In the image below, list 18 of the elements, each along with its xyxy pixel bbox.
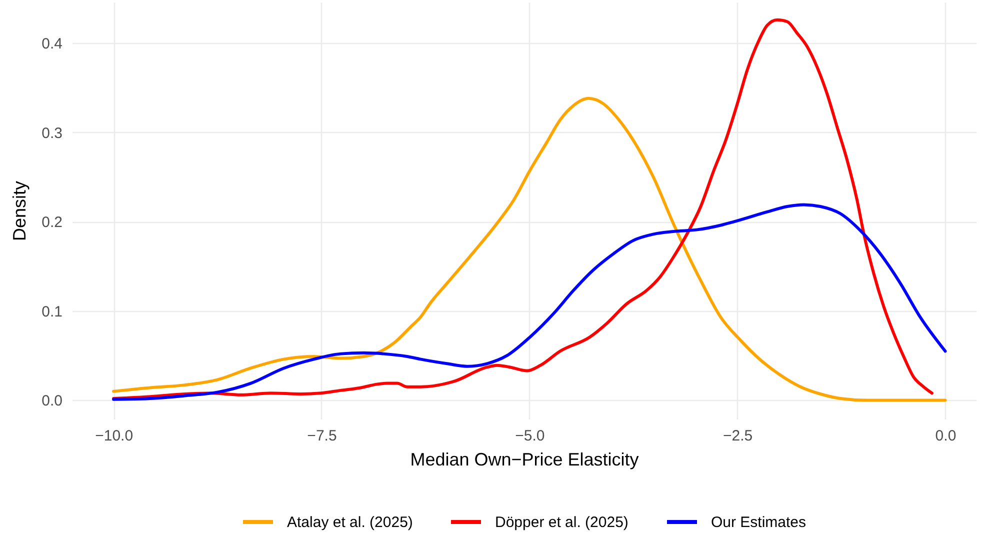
x-tick-label: −5.0	[515, 428, 545, 444]
legend-label: Our Estimates	[711, 514, 806, 531]
y-tick-label: 0.4	[42, 36, 62, 53]
legend-label: Atalay et al. (2025)	[287, 514, 413, 531]
x-tick-label: 0.0	[935, 428, 956, 444]
line-series	[112, 203, 947, 401]
legend-label: Döpper et al. (2025)	[495, 514, 628, 531]
y-axis-title: Density	[10, 180, 30, 242]
x-tick-label: −2.5	[723, 428, 753, 444]
x-axis-title: Median Own−Price Elasticity	[410, 450, 639, 470]
y-tick-label: 0.0	[42, 392, 62, 410]
x-tick-label: −7.5	[307, 428, 337, 444]
y-tick-label: 0.3	[42, 124, 62, 142]
line-series	[112, 96, 947, 402]
line-series	[112, 18, 934, 400]
x-tick-label: −10.0	[95, 428, 134, 444]
y-tick-label: 0.2	[42, 214, 62, 232]
y-tick-label: 0.1	[42, 303, 62, 320]
